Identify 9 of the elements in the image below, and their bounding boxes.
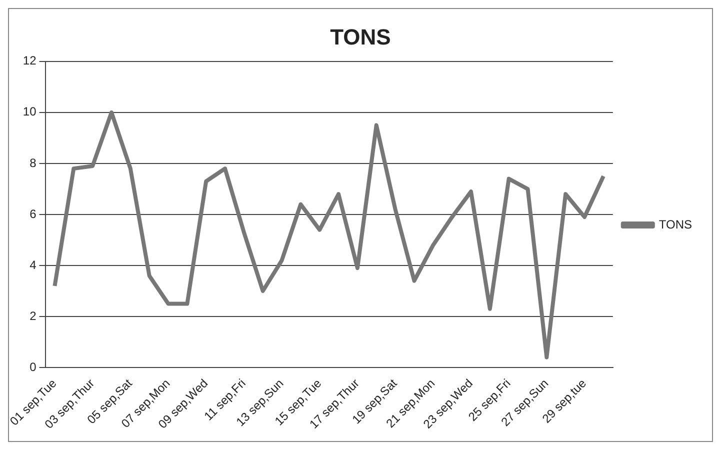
y-tick-label: 4 (30, 258, 37, 272)
y-tick-label: 12 (22, 54, 37, 68)
y-tick-label: 10 (22, 104, 37, 119)
chart-title: TONS (330, 24, 391, 50)
y-tick-label: 8 (30, 156, 37, 170)
y-tick-label: 2 (30, 308, 37, 323)
y-tick-label: 6 (30, 206, 37, 221)
y-tick-label: 0 (30, 360, 37, 374)
legend-label: TONS (658, 217, 692, 232)
